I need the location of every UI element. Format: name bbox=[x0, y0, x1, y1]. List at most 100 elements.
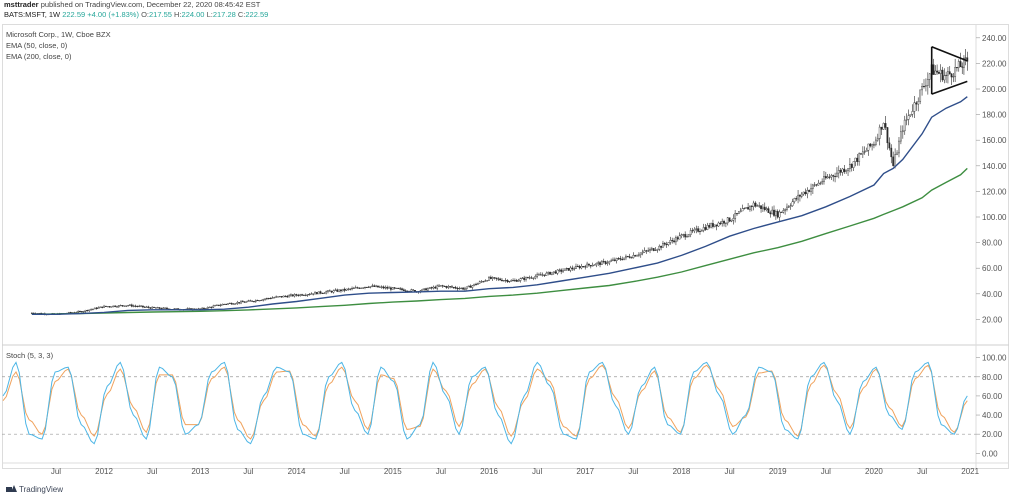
candle-body bbox=[941, 69, 944, 81]
triangle-lower-line bbox=[931, 80, 968, 95]
candle-body bbox=[151, 306, 154, 309]
candle-body bbox=[824, 176, 827, 179]
legend-stoch[interactable]: Stoch (5, 3, 3) bbox=[6, 351, 54, 360]
candle-body bbox=[93, 307, 96, 310]
candle-body bbox=[721, 221, 724, 225]
candle-body bbox=[628, 256, 631, 258]
candle-body bbox=[765, 208, 768, 210]
candle-body bbox=[888, 142, 891, 149]
candle-body bbox=[837, 170, 840, 174]
candle-body bbox=[293, 294, 296, 297]
candle-body bbox=[613, 259, 616, 261]
candle-body bbox=[273, 297, 276, 299]
candle-body bbox=[576, 266, 579, 268]
candle-body bbox=[82, 311, 85, 313]
candle-body bbox=[704, 227, 707, 230]
legend-ema50[interactable]: EMA (50, close, 0) bbox=[6, 41, 68, 50]
candle-body bbox=[591, 265, 594, 267]
candle-body bbox=[762, 206, 764, 209]
candle-body bbox=[519, 278, 522, 281]
candle-body bbox=[815, 184, 818, 186]
candle-body bbox=[371, 285, 374, 287]
candle-body bbox=[773, 209, 775, 216]
candle-body bbox=[395, 287, 398, 289]
candle-body bbox=[578, 266, 581, 269]
candle-body bbox=[508, 281, 511, 283]
candle-body bbox=[269, 298, 272, 300]
candle-body bbox=[116, 306, 118, 308]
candle-body bbox=[530, 277, 533, 279]
candle-body bbox=[254, 300, 257, 302]
candle-body bbox=[752, 202, 755, 207]
candle-body bbox=[502, 280, 505, 282]
candle-body bbox=[345, 288, 348, 291]
candle-body bbox=[277, 296, 279, 298]
x-tick-label: Jul bbox=[628, 467, 638, 476]
candle-body bbox=[241, 301, 244, 303]
candle-body bbox=[552, 271, 555, 273]
candle-body bbox=[545, 272, 548, 276]
candle-body bbox=[336, 289, 339, 292]
candle-body bbox=[784, 209, 787, 211]
candle-body bbox=[793, 198, 796, 203]
candle-body bbox=[402, 289, 405, 291]
last-price: 222.59 bbox=[62, 10, 86, 19]
chart-frame bbox=[2, 24, 1009, 469]
candle-body bbox=[352, 287, 355, 289]
y-tick-label: 200.00 bbox=[982, 85, 1007, 94]
candle-body bbox=[932, 64, 935, 75]
candle-body bbox=[684, 234, 687, 238]
legend-ema200[interactable]: EMA (200, close, 0) bbox=[6, 52, 72, 61]
candle-body bbox=[843, 168, 846, 172]
footer-brand[interactable]: TradingView bbox=[6, 484, 63, 494]
candle-body bbox=[221, 304, 224, 306]
y-tick-label: 20.00 bbox=[982, 315, 1003, 324]
candle-body bbox=[365, 286, 368, 288]
candle-body bbox=[497, 278, 500, 280]
candle-body bbox=[347, 288, 350, 290]
candle-body bbox=[240, 301, 242, 304]
candle-body bbox=[621, 259, 624, 261]
candle-body bbox=[149, 307, 152, 309]
candle-body bbox=[874, 139, 877, 145]
x-tick-label: Jul bbox=[821, 467, 831, 476]
candle-body bbox=[612, 259, 614, 261]
candle-body bbox=[134, 305, 137, 307]
candle-body bbox=[103, 305, 105, 308]
y-tick-label: 220.00 bbox=[982, 59, 1007, 68]
candle-body bbox=[823, 176, 825, 182]
candle-body bbox=[730, 220, 733, 222]
candle-body bbox=[451, 286, 453, 288]
candle-body bbox=[626, 255, 629, 257]
candle-body bbox=[101, 306, 104, 308]
candle-body bbox=[367, 286, 370, 288]
candle-body bbox=[251, 300, 254, 302]
candle-body bbox=[595, 263, 598, 266]
triangle-upper-line bbox=[931, 46, 968, 62]
candle-body bbox=[726, 217, 729, 224]
candle-body bbox=[441, 285, 444, 287]
candle-body bbox=[521, 277, 524, 279]
candle-body bbox=[140, 305, 142, 307]
candle-body bbox=[390, 287, 392, 290]
candle-body bbox=[445, 286, 448, 288]
candle-body bbox=[397, 287, 400, 289]
candle-body bbox=[476, 282, 479, 285]
candle-body bbox=[384, 287, 387, 289]
candle-body bbox=[154, 307, 157, 309]
candle-body bbox=[391, 287, 394, 290]
author-name[interactable]: msttrader bbox=[4, 0, 39, 9]
x-tick-label: Jul bbox=[243, 467, 253, 476]
candle-body bbox=[121, 305, 124, 307]
candle-body bbox=[966, 57, 969, 62]
legend-title[interactable]: Microsoft Corp., 1W, Cboe BZX bbox=[6, 30, 111, 39]
candle-body bbox=[439, 285, 442, 287]
candle-body bbox=[563, 268, 566, 271]
candle-body bbox=[950, 73, 953, 78]
candle-body bbox=[525, 277, 527, 280]
candle-body bbox=[925, 85, 927, 87]
candle-body bbox=[956, 67, 958, 69]
candle-body bbox=[580, 266, 583, 269]
candle-body bbox=[549, 271, 551, 275]
